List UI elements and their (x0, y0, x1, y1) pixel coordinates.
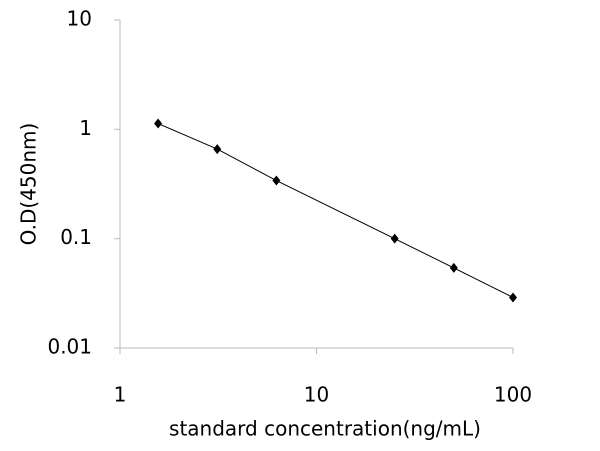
marker (449, 262, 458, 273)
marker (509, 292, 517, 303)
x-tick-label: 1 (114, 383, 127, 407)
marker (390, 233, 399, 244)
x-tick-label: 10 (304, 383, 329, 407)
y-tick-label: 10 (67, 7, 92, 31)
x-tick-label: 100 (494, 383, 532, 407)
marker (154, 118, 163, 129)
x-axis-label: standard concentration(ng/mL) (169, 417, 481, 441)
marker (272, 175, 281, 186)
y-tick-label: 0.01 (47, 335, 92, 359)
y-axis-label: O.D(450nm) (17, 123, 41, 246)
y-tick-label: 0.1 (60, 225, 92, 249)
series-line (157, 123, 514, 298)
marker (213, 144, 222, 155)
y-tick-label: 1 (79, 116, 92, 140)
